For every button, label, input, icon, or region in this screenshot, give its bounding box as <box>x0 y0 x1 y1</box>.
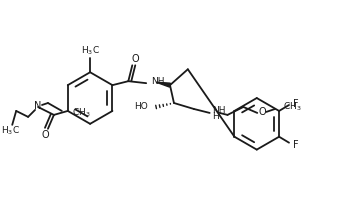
Text: N: N <box>34 101 42 111</box>
Text: O: O <box>132 54 139 64</box>
Polygon shape <box>156 82 170 87</box>
Text: HO: HO <box>134 102 148 111</box>
Text: CH$_3$: CH$_3$ <box>283 101 302 113</box>
Text: H$_3$C: H$_3$C <box>80 44 100 57</box>
Text: O: O <box>258 107 266 117</box>
Text: O: O <box>41 130 49 140</box>
Text: H: H <box>212 112 218 121</box>
Text: F: F <box>293 140 299 150</box>
Text: CH$_3$: CH$_3$ <box>72 107 90 119</box>
Text: F: F <box>293 99 299 109</box>
Text: NH: NH <box>151 77 164 86</box>
Text: NH: NH <box>212 107 225 115</box>
Text: H$_3$C: H$_3$C <box>1 124 20 137</box>
